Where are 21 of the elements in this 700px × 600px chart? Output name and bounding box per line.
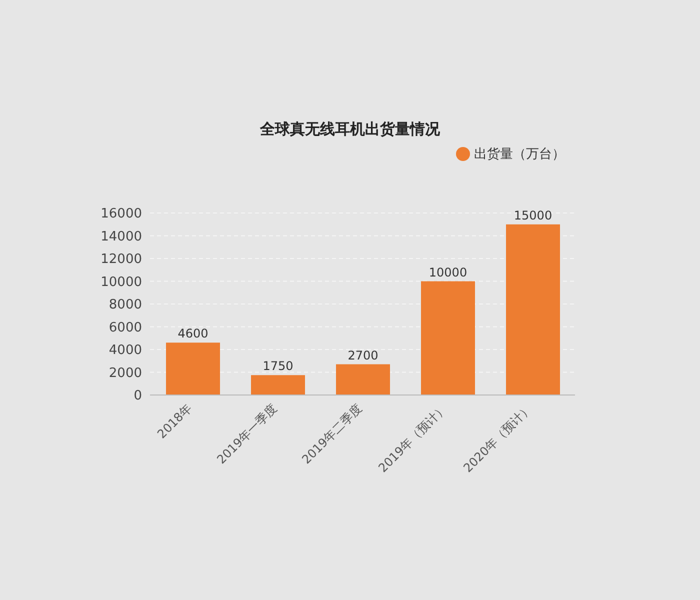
data-label: 15000 [514,208,552,222]
y-tick-label: 10000 [100,274,142,290]
bar [506,224,560,395]
data-label: 1750 [262,359,294,374]
bar [421,281,475,395]
bar [251,375,305,395]
data-label: 10000 [428,265,468,280]
chart-title: 全球真无线耳机出货量情况 [258,120,441,139]
bar [336,364,390,395]
data-label: 2700 [348,348,378,362]
y-tick-label: 8000 [108,298,142,313]
y-tick-label: 14000 [100,229,142,244]
bar [166,342,220,395]
legend-label: 出货量（万台） [474,147,565,162]
y-tick-label: 12000 [100,252,142,268]
y-tick-label: 4000 [108,343,142,358]
y-tick-label: 6000 [108,320,142,336]
data-label: 4600 [178,326,208,341]
y-tick-label: 0 [134,388,142,404]
y-tick-label: 2000 [108,366,142,381]
y-tick-label: 16000 [100,206,142,222]
